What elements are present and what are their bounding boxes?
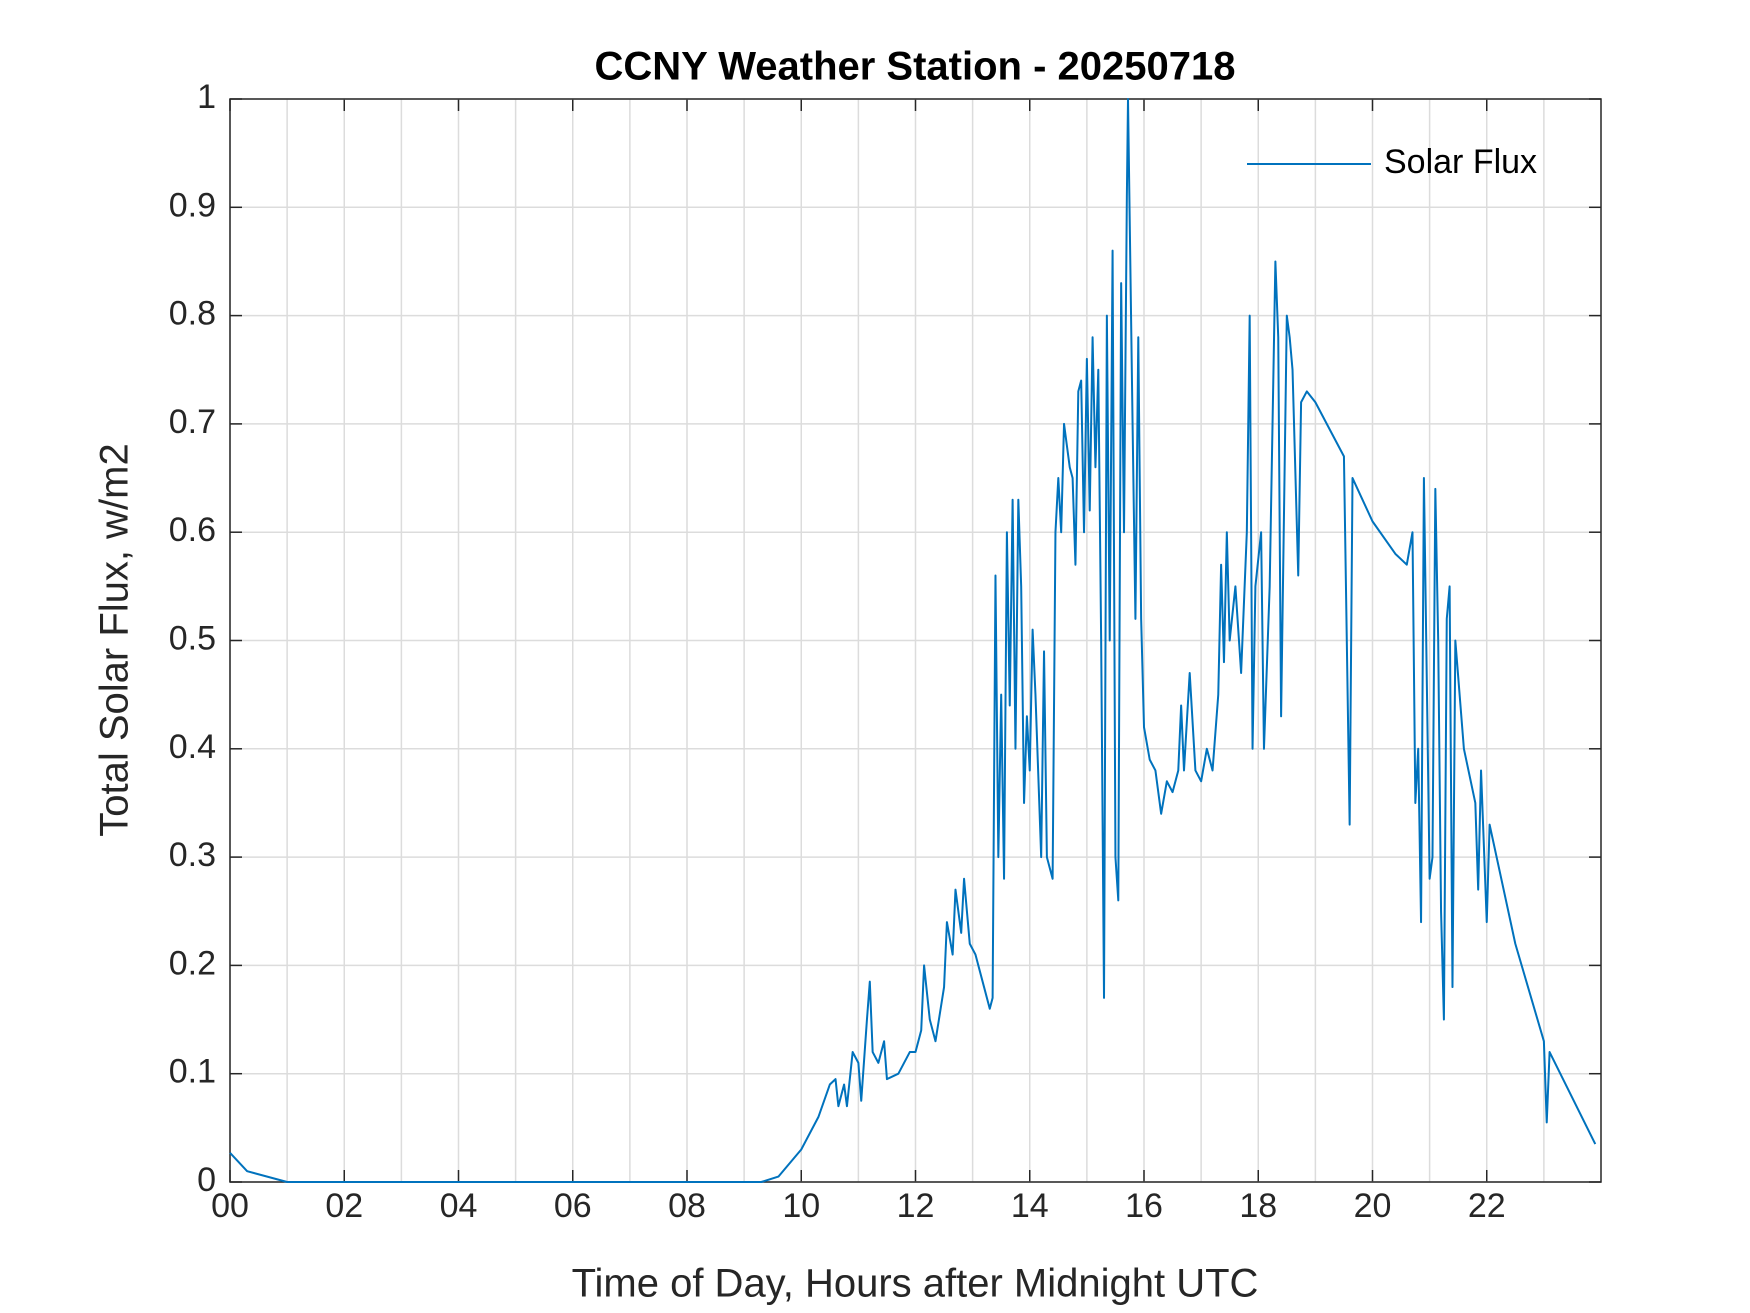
y-tick-label: 0.9	[169, 186, 216, 224]
x-tick-label: 14	[1011, 1187, 1049, 1225]
y-tick-label: 0.6	[169, 511, 216, 549]
data-line	[229, 98, 1597, 1183]
y-tick-label: 0.3	[169, 836, 216, 874]
x-tick-label: 00	[211, 1187, 249, 1225]
x-tick-label: 22	[1468, 1187, 1506, 1225]
x-tick-label: 08	[668, 1187, 706, 1225]
y-tick-label: 0.5	[169, 619, 216, 657]
y-tick-label: 0.4	[169, 728, 216, 766]
y-tick-label: 0.8	[169, 295, 216, 333]
y-tick-label: 0.1	[169, 1053, 216, 1091]
y-tick-label: 0.2	[169, 944, 216, 982]
x-tick-label: 06	[554, 1187, 592, 1225]
axes-box	[229, 98, 1602, 1183]
y-tick-label: 0.7	[169, 403, 216, 441]
x-tick-label: 10	[782, 1187, 820, 1225]
x-tick-label: 20	[1354, 1187, 1392, 1225]
y-tick-label: 1	[197, 78, 216, 116]
legend-label: Solar Flux	[1384, 143, 1537, 181]
x-tick-label: 12	[897, 1187, 935, 1225]
x-tick-label: 18	[1239, 1187, 1277, 1225]
chart-title: CCNY Weather Station - 20250718	[595, 45, 1236, 89]
x-tick-label: 02	[325, 1187, 363, 1225]
x-tick-label: 16	[1125, 1187, 1163, 1225]
x-axis-label: Time of Day, Hours after Midnight UTC	[572, 1262, 1259, 1306]
y-axis-label: Total Solar Flux, w/m2	[93, 443, 137, 836]
y-tick-label: 0	[197, 1161, 216, 1199]
x-tick-label: 04	[440, 1187, 478, 1225]
